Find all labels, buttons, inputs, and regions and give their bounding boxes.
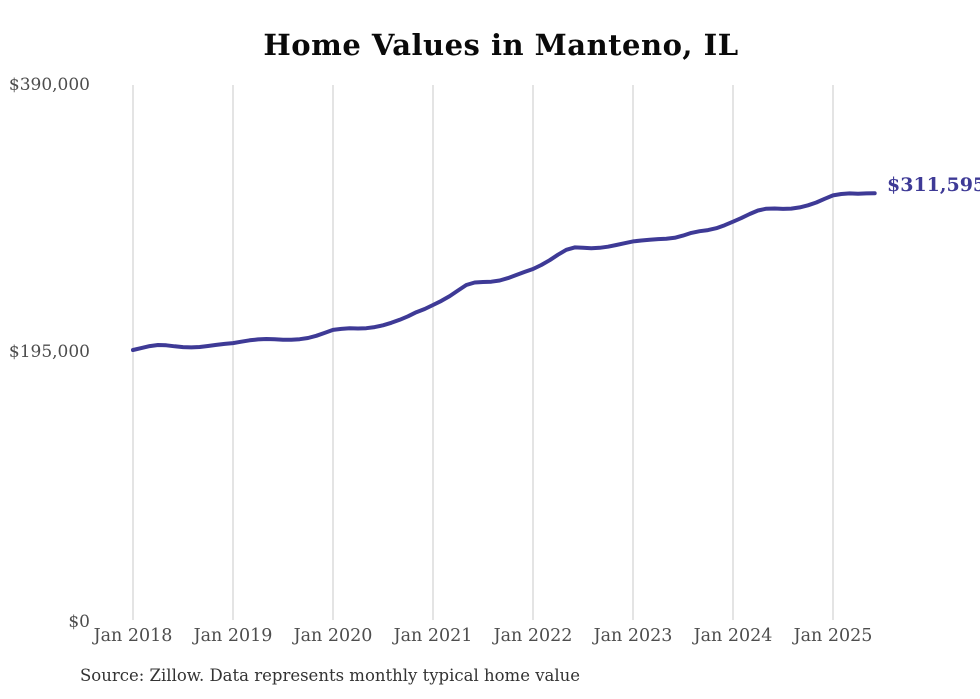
y-axis-label-195000: $195,000 (8, 342, 90, 362)
source-note: Source: Zillow. Data represents monthly … (80, 666, 581, 685)
x-axis-label: Jan 2023 (593, 626, 673, 646)
y-axis-label-0: $0 (68, 612, 90, 632)
latest-value-label: $311,595 (887, 174, 980, 196)
x-axis-label: Jan 2025 (793, 626, 873, 646)
x-axis-label: Jan 2020 (293, 626, 373, 646)
home-value-line-series (131, 191, 877, 352)
x-axis-label: Jan 2021 (393, 626, 473, 646)
x-axis-label: Jan 2018 (93, 626, 173, 646)
y-axis-label-390000: $390,000 (8, 75, 90, 95)
chart-title: Home Values in Manteno, IL (263, 28, 739, 62)
x-axis-label: Jan 2019 (193, 626, 273, 646)
x-axis-label: Jan 2022 (493, 626, 573, 646)
x-axis-label: Jan 2024 (693, 626, 773, 646)
year-gridlines (132, 85, 834, 620)
